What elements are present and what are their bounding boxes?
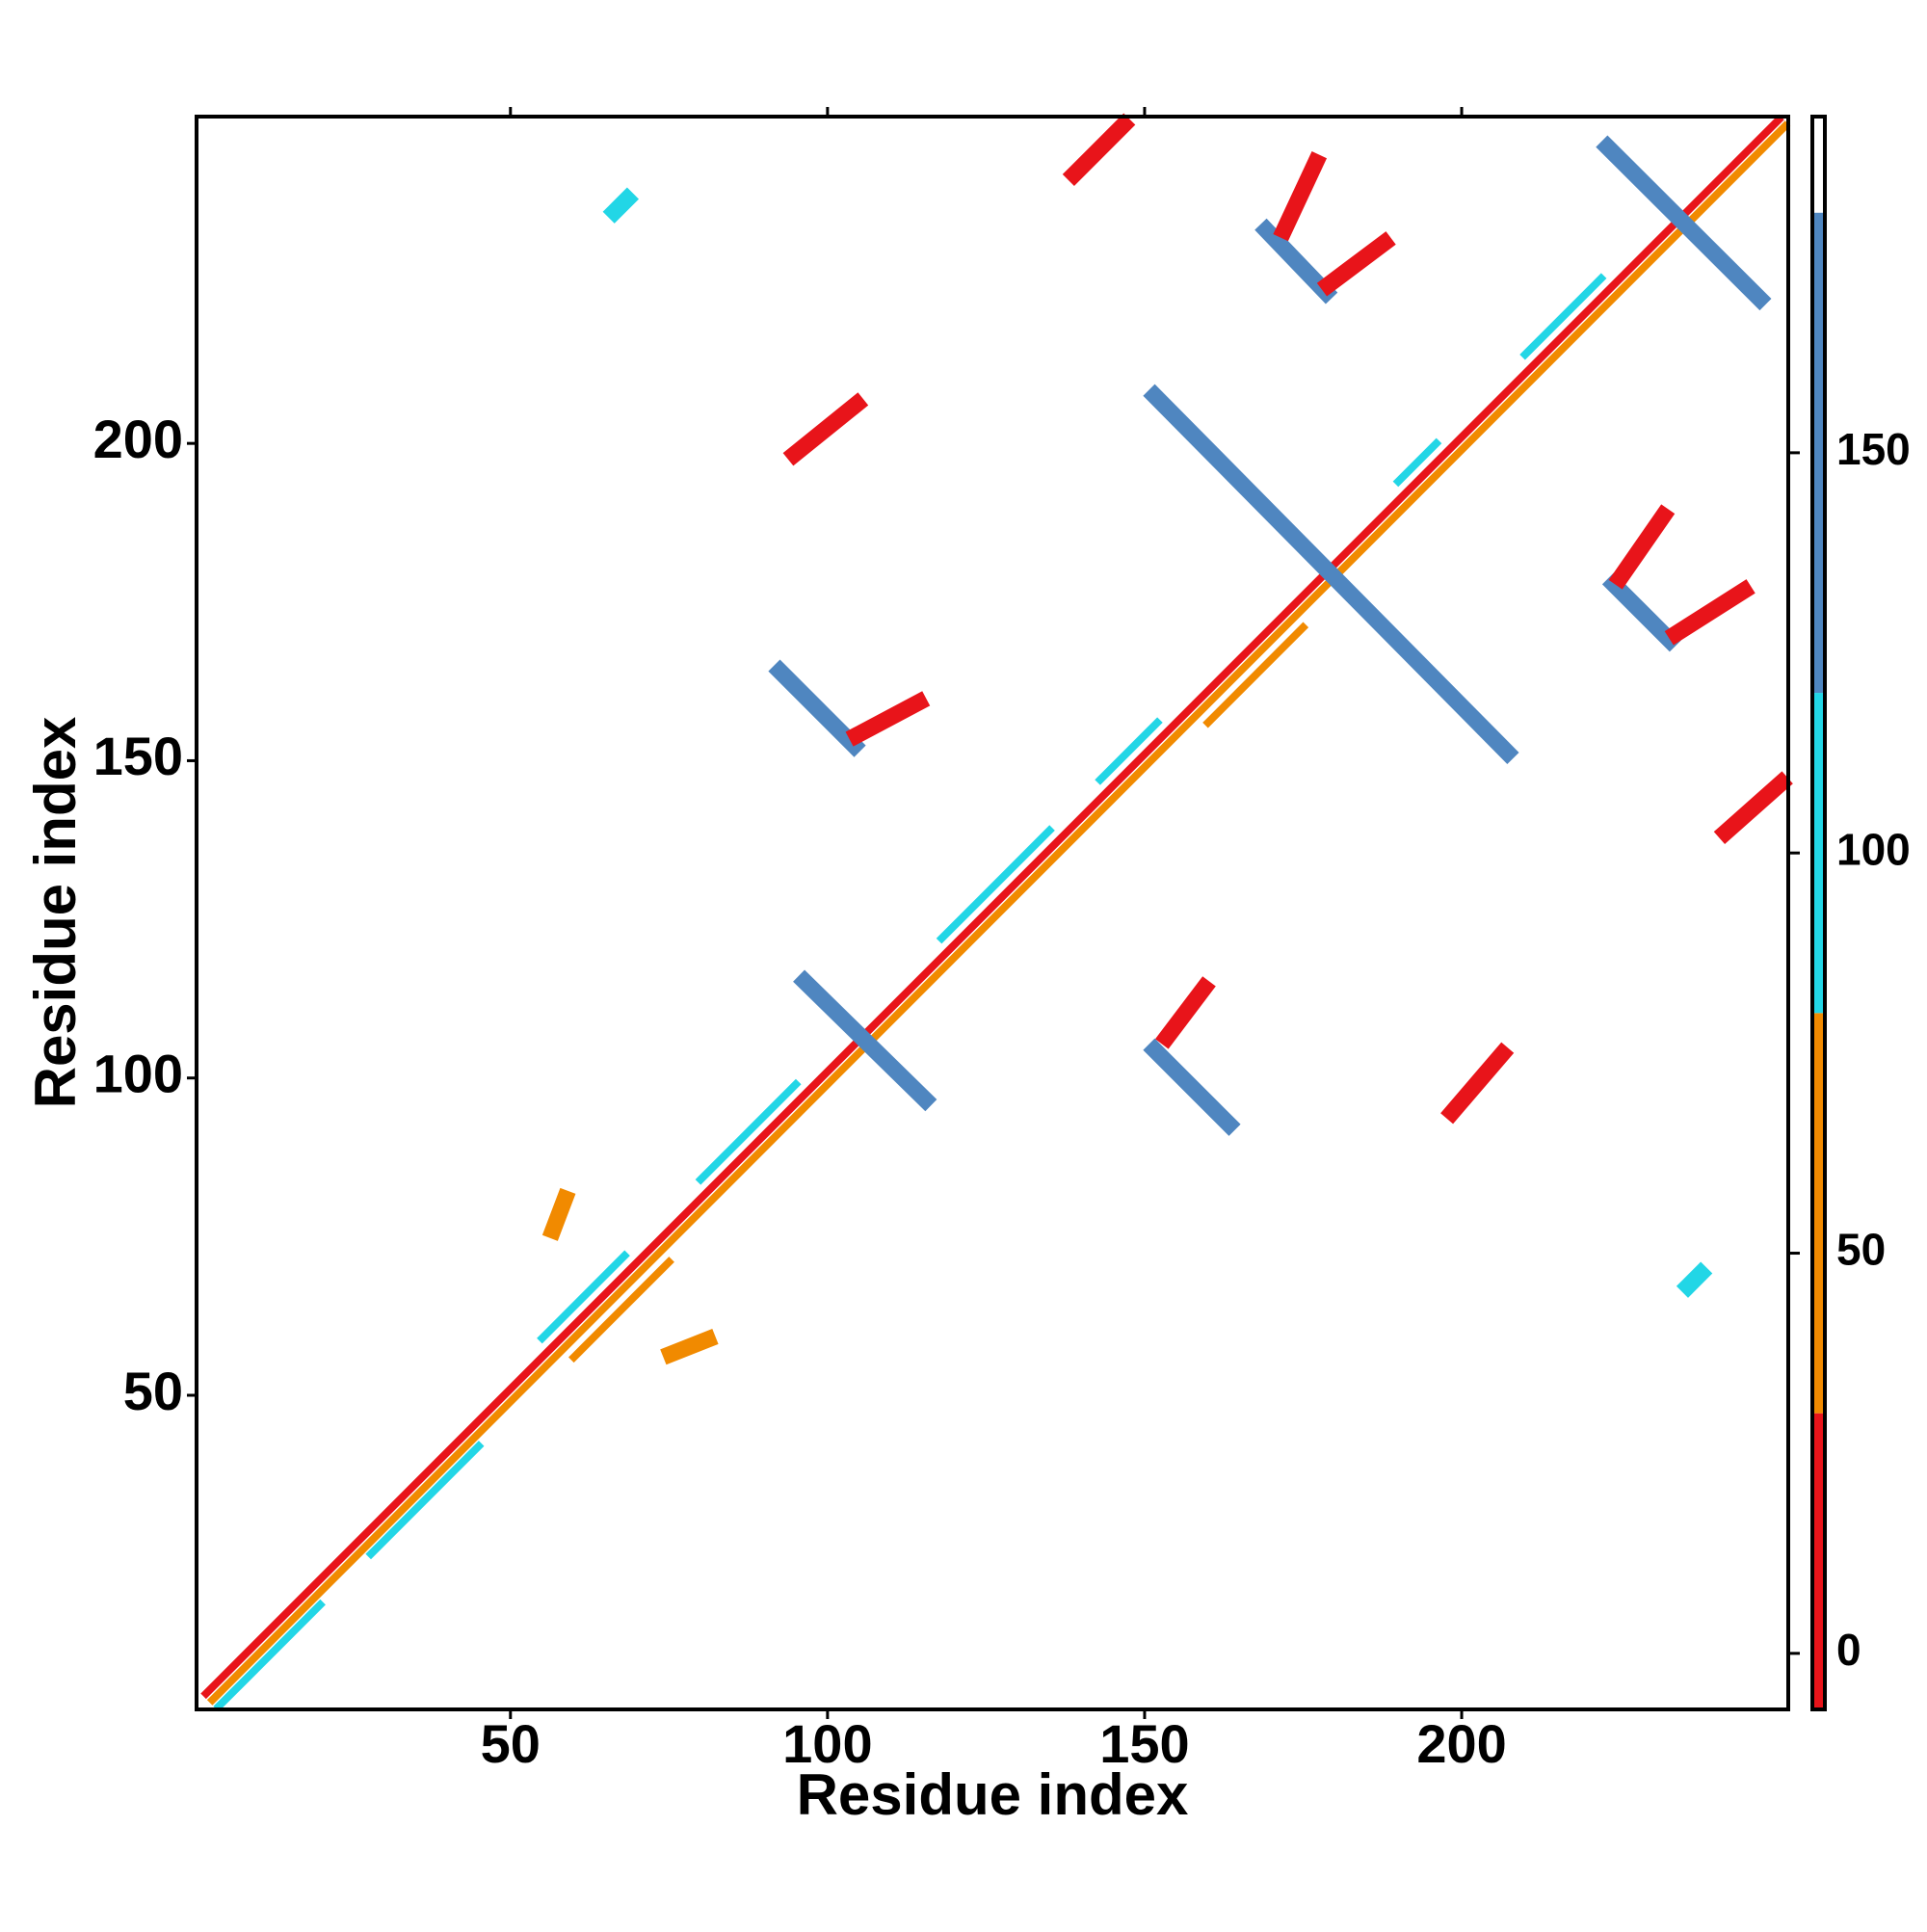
contact-strip	[1676, 1261, 1713, 1298]
y-tick-label: 200	[93, 409, 183, 469]
contact-strip	[1608, 504, 1676, 590]
contact-strip	[1143, 1038, 1241, 1136]
contact-strip	[1316, 231, 1396, 297]
colorbar-tick-label: 150	[1836, 424, 1911, 474]
contact-strip	[1155, 976, 1216, 1049]
contact-strip	[1596, 135, 1772, 311]
contact-strip	[365, 1441, 485, 1560]
contact-strip	[1601, 572, 1682, 652]
contact-strip	[1664, 579, 1755, 646]
contact-strip	[1392, 437, 1442, 488]
colorbar-tick-label: 50	[1836, 1225, 1886, 1275]
colorbar-segment	[1812, 1013, 1825, 1414]
x-tick-label: 200	[1416, 1713, 1506, 1774]
contact-strip	[1095, 717, 1163, 785]
y-tick-label: 50	[123, 1361, 183, 1421]
x-tick-label: 150	[1099, 1713, 1189, 1774]
y-axis-title: Residue index	[23, 717, 88, 1109]
contact-strip	[568, 1257, 674, 1363]
y-tick-label: 100	[93, 1044, 183, 1104]
contact-strip	[1062, 113, 1136, 187]
contact-strip	[541, 1187, 576, 1241]
contact-strip	[845, 691, 931, 747]
y-tick-label: 150	[93, 726, 183, 786]
colorbar-segment	[1812, 117, 1825, 213]
colorbar-tick-label: 0	[1836, 1625, 1861, 1675]
colorbar-segment	[1812, 212, 1825, 694]
contact-strip	[1143, 384, 1519, 764]
colorbar-segment	[1812, 693, 1825, 1014]
contact-strip	[1202, 622, 1309, 728]
contact-strip	[537, 1250, 630, 1344]
contact-strip	[1254, 218, 1338, 304]
contact-strip	[782, 392, 869, 466]
contact-strip	[936, 825, 1055, 944]
contact-strip	[1273, 151, 1328, 242]
contact-strip	[660, 1328, 719, 1365]
plot-frame	[195, 115, 1790, 1711]
contact-strip	[768, 659, 866, 757]
contact-strip	[206, 120, 1791, 1706]
colorbar-frame	[1810, 115, 1827, 1711]
x-tick-label: 50	[481, 1713, 541, 1774]
colorbar-segment	[1812, 1413, 1825, 1709]
contact-strip	[213, 1599, 326, 1712]
contact-strip	[1713, 771, 1793, 844]
contact-strip	[602, 187, 639, 224]
contact-strip	[793, 969, 937, 1112]
heatmap-cells	[200, 113, 1793, 1712]
contact-strip	[1519, 273, 1607, 360]
colorbar-tick-label: 100	[1836, 824, 1911, 874]
contact-strip	[695, 1078, 802, 1185]
contact-strip	[200, 114, 1784, 1700]
contact-strip	[1440, 1042, 1515, 1125]
x-axis-title: Residue index	[797, 1762, 1189, 1827]
x-tick-label: 100	[782, 1713, 872, 1774]
